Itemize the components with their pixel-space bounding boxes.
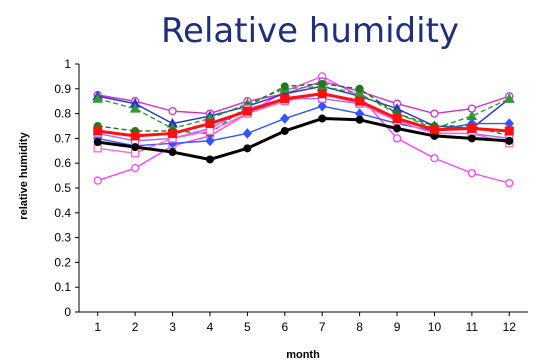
data-point bbox=[242, 106, 252, 116]
series-line bbox=[97, 85, 510, 130]
data-point bbox=[205, 155, 214, 164]
data-point bbox=[129, 103, 141, 113]
x-tick-label: 11 bbox=[466, 320, 479, 334]
y-tick-label: 0 bbox=[64, 305, 71, 319]
data-point bbox=[317, 89, 327, 99]
data-point bbox=[205, 135, 215, 147]
data-point bbox=[355, 84, 364, 93]
data-point bbox=[280, 82, 289, 91]
y-tick-label: 0.6 bbox=[54, 156, 71, 170]
series-line bbox=[97, 75, 510, 184]
y-tick-label: 1 bbox=[64, 57, 71, 71]
data-point bbox=[430, 109, 439, 118]
y-tick-label: 0.4 bbox=[54, 206, 71, 220]
x-tick-label: 9 bbox=[394, 320, 401, 334]
data-point bbox=[168, 128, 178, 138]
axes bbox=[75, 63, 528, 316]
y-axis-label: relative humidity bbox=[18, 131, 30, 219]
data-point bbox=[392, 114, 402, 124]
data-point bbox=[93, 138, 102, 147]
data-point bbox=[280, 113, 290, 124]
y-tick-label: 0.9 bbox=[54, 82, 71, 96]
y-tick-label: 0.1 bbox=[54, 280, 71, 294]
data-point bbox=[429, 125, 439, 135]
x-tick-labels: 1 2 3 4 5 6 7 8 9 10 11 12 bbox=[94, 320, 516, 334]
data-point bbox=[92, 93, 104, 103]
x-tick-label: 6 bbox=[281, 320, 288, 334]
y-tick-labels: 0 0.1 0.2 0.3 0.4 0.5 0.6 0.7 0.8 0.9 1 bbox=[54, 57, 71, 319]
data-point bbox=[392, 134, 402, 143]
x-tick-label: 8 bbox=[356, 320, 363, 334]
data-point bbox=[205, 119, 215, 129]
x-tick-label: 4 bbox=[207, 320, 214, 334]
data-point bbox=[242, 128, 253, 139]
data-point bbox=[393, 124, 402, 133]
data-point bbox=[205, 126, 215, 136]
x-tick-label: 2 bbox=[132, 320, 139, 334]
y-tick-label: 0.7 bbox=[54, 131, 71, 145]
data-point bbox=[318, 79, 327, 88]
data-point bbox=[467, 123, 477, 133]
x-tick-label: 3 bbox=[169, 320, 176, 334]
data-point bbox=[280, 94, 290, 104]
x-tick-label: 12 bbox=[503, 320, 517, 334]
series-9 bbox=[93, 114, 514, 164]
data-point bbox=[355, 96, 365, 106]
series-layer bbox=[92, 72, 515, 188]
y-tick-label: 0.3 bbox=[54, 231, 71, 245]
data-point bbox=[317, 100, 327, 112]
data-point bbox=[430, 154, 439, 163]
data-point bbox=[130, 164, 140, 173]
y-tick-label: 0.5 bbox=[54, 181, 71, 195]
data-point bbox=[93, 176, 102, 185]
x-tick-label: 5 bbox=[244, 320, 251, 334]
data-point bbox=[467, 168, 477, 178]
data-point bbox=[93, 126, 103, 136]
data-point bbox=[168, 148, 177, 157]
series-line bbox=[97, 117, 510, 161]
data-point bbox=[168, 106, 177, 116]
x-tick-label: 10 bbox=[428, 320, 442, 334]
data-point bbox=[467, 134, 476, 143]
data-point bbox=[280, 126, 289, 135]
data-point bbox=[131, 143, 140, 152]
chart-title: Relative humidity bbox=[161, 11, 459, 51]
series-line bbox=[97, 85, 510, 130]
y-tick-label: 0.2 bbox=[54, 255, 71, 269]
data-point bbox=[130, 131, 140, 141]
series-line bbox=[97, 83, 510, 137]
series-line bbox=[97, 92, 510, 138]
series-10 bbox=[93, 89, 514, 141]
y-tick-label: 0.8 bbox=[54, 107, 71, 121]
data-point bbox=[503, 93, 515, 103]
data-point bbox=[505, 136, 514, 145]
x-axis-label: month bbox=[286, 349, 320, 361]
data-point bbox=[505, 178, 514, 188]
x-tick-label: 1 bbox=[94, 320, 101, 334]
data-point bbox=[318, 114, 327, 123]
data-point bbox=[243, 144, 252, 153]
x-tick-label: 7 bbox=[319, 320, 326, 334]
data-point bbox=[355, 115, 364, 124]
data-point bbox=[504, 126, 514, 136]
